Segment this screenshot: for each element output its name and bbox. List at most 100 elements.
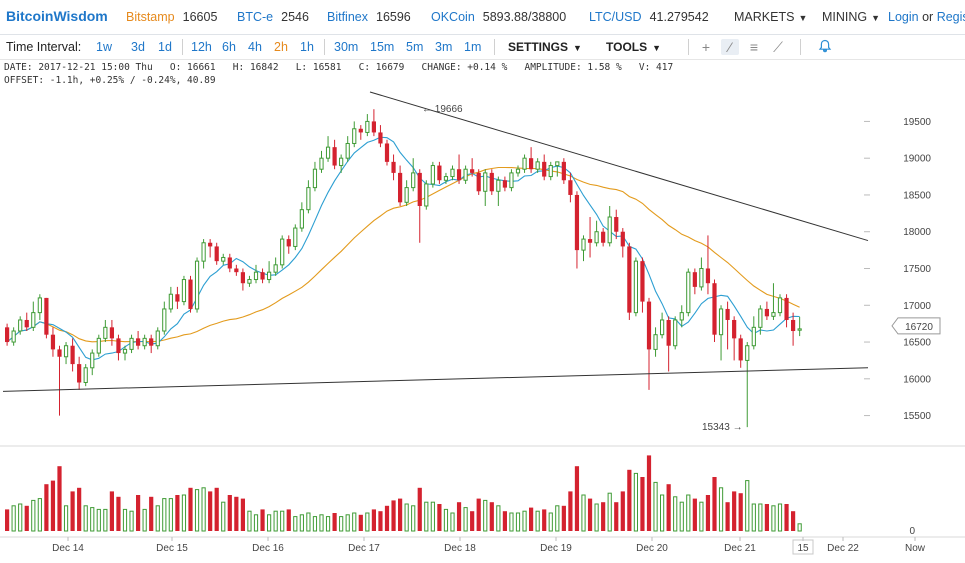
volume-bar [168,498,173,532]
register-link[interactable]: Regis [936,10,965,24]
volume-bar [496,505,501,532]
site-logo[interactable]: BitcoinWisdom [6,8,108,24]
volume-bar [253,514,259,532]
trendline-icon[interactable]: ⁄ [721,39,739,55]
interval-3d[interactable]: 3d [131,40,145,54]
chevron-down-icon: ▼ [871,13,881,23]
exchange-ltcusd[interactable]: LTC/USD 41.279542 [589,10,709,24]
candle-body [77,364,82,383]
candle-body [299,209,304,229]
candle-body [50,334,56,350]
x-tick-label: Dec 18 [444,543,476,554]
interval-1m[interactable]: 1m [464,40,482,54]
exchange-bitstamp[interactable]: Bitstamp 16605 [126,10,218,24]
candle-body [129,337,134,350]
volume-bar [686,494,691,532]
interval-15m[interactable]: 15m [370,40,395,54]
x-tick-label: Dec 19 [540,543,572,554]
candle-body [692,272,697,287]
volume-zero-label: 0 [909,526,915,537]
volume-bar [299,514,304,532]
candle-body [175,294,180,302]
volume-bar [679,501,684,532]
candle-body [574,194,580,251]
exchange-btce[interactable]: BTC-e 2546 [237,10,309,24]
candle-body [646,301,652,350]
candle-body [653,334,658,350]
candle-body [37,297,42,314]
login-link[interactable]: Login [888,10,919,24]
candle-body [18,319,23,332]
candle-body [96,337,101,354]
interval-2h[interactable]: 2h [274,40,288,54]
volume-bar [542,509,547,531]
volume-bar [437,504,442,531]
chart-toolbar: Time Interval: 1w 3d 1d 12h 6h 4h 2h 1h … [0,35,965,60]
candle-body [633,260,638,314]
candle-body [594,231,599,244]
volume-bar [162,498,167,532]
candle-body [502,180,507,188]
fib-icon[interactable]: ⟋ [773,39,783,55]
candle-body [679,312,684,321]
volume-bar [476,498,481,531]
mining-menu[interactable]: MINING ▼ [822,10,881,24]
volume-bar [136,495,141,531]
interval-1w[interactable]: 1w [96,40,112,54]
candle-body [777,297,783,314]
volume-bar [280,510,285,532]
candle-body [627,246,632,313]
volume-bar [574,466,580,531]
candle-body [640,261,645,302]
volume-bar [96,508,101,532]
interval-1d[interactable]: 1d [158,40,172,54]
volume-bar [646,455,652,531]
volume-bar [758,503,763,532]
interval-30m[interactable]: 30m [334,40,359,54]
interval-1h[interactable]: 1h [300,40,314,54]
interval-5m[interactable]: 5m [406,40,424,54]
candle-body [424,183,429,207]
volume-bar [718,487,724,532]
horizontal-lines-icon[interactable]: ≡ [749,39,759,55]
volume-bar [692,498,697,531]
interval-3m[interactable]: 3m [435,40,453,54]
interval-4h[interactable]: 4h [248,40,262,54]
candle-body [116,338,121,354]
volume-bar [633,472,638,532]
y-tick-label: 17000 [903,301,931,312]
interval-12h[interactable]: 12h [191,40,212,54]
x-tick-label: Dec 16 [252,543,284,554]
volume-bar [745,480,750,532]
volume-bar [286,509,291,531]
time-interval-label: Time Interval: [6,40,82,54]
volume-bar [489,502,494,531]
alert-bell-icon[interactable] [816,39,834,55]
volume-bar [5,509,10,531]
tools-menu[interactable]: TOOLS ▼ [606,40,662,54]
crosshair-icon[interactable]: + [701,39,711,55]
exchange-okcoin[interactable]: OKCoin 5893.88/38800 [431,10,567,24]
volume-bar [450,512,455,532]
exchange-bitfinex[interactable]: Bitfinex 16596 [327,10,411,24]
candle-body [391,161,396,173]
markets-menu[interactable]: MARKETS ▼ [734,10,808,24]
volume-bar [771,505,776,532]
x-tick-label: Dec 21 [724,543,756,554]
candle-body [548,165,553,178]
candle-body [260,272,265,280]
x-tick-label: 15 [797,543,809,554]
volume-bar [293,516,298,532]
volume-bar [614,502,619,531]
settings-menu[interactable]: SETTINGS ▼ [508,40,582,54]
volume-bar [267,514,272,532]
interval-6h[interactable]: 6h [222,40,236,54]
volume-bar [378,511,383,531]
chevron-down-icon: ▼ [798,13,808,23]
volume-bar [411,505,416,532]
candle-body [109,327,114,339]
candle-body [194,260,200,310]
candle-body [673,319,678,347]
moving-average-fast-line [6,136,800,361]
